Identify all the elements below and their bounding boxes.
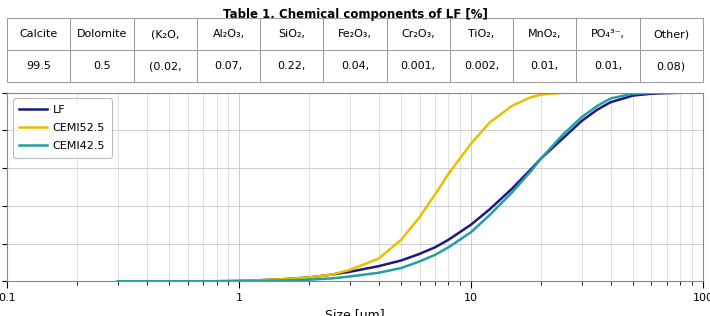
CEMI52.5 xyxy=(676,91,684,95)
CEMI42.5 xyxy=(444,246,453,249)
LF xyxy=(676,91,684,95)
CEMI52.5 xyxy=(466,142,475,146)
Line: CEMI42.5: CEMI42.5 xyxy=(118,93,703,281)
LF xyxy=(165,279,173,283)
CEMI42.5 xyxy=(526,170,535,174)
LF xyxy=(537,157,545,161)
LF xyxy=(431,246,439,249)
CEMI42.5 xyxy=(662,91,671,95)
CEMI52.5 xyxy=(415,215,424,219)
CEMI42.5 xyxy=(212,279,221,283)
CEMI42.5 xyxy=(305,278,313,282)
CEMI42.5 xyxy=(346,275,354,278)
CEMI52.5 xyxy=(327,273,336,276)
CEMI52.5 xyxy=(593,91,601,95)
CEMI42.5 xyxy=(466,230,475,234)
CEMI42.5 xyxy=(606,96,615,100)
CEMI52.5 xyxy=(508,104,516,108)
LF xyxy=(688,91,697,95)
LF xyxy=(275,277,284,281)
CEMI52.5 xyxy=(559,91,567,95)
CEMI42.5 xyxy=(593,104,601,108)
LF xyxy=(699,91,707,95)
CEMI52.5 xyxy=(275,277,284,281)
Line: LF: LF xyxy=(118,93,703,281)
CEMI52.5 xyxy=(537,93,545,96)
CEMI52.5 xyxy=(699,91,707,95)
CEMI52.5 xyxy=(485,121,493,125)
LF xyxy=(327,273,336,276)
CEMI52.5 xyxy=(648,91,656,95)
CEMI52.5 xyxy=(397,238,405,242)
LF xyxy=(415,252,424,256)
LF xyxy=(559,136,567,140)
CEMI52.5 xyxy=(165,279,173,283)
CEMI52.5 xyxy=(346,268,354,272)
Line: CEMI52.5: CEMI52.5 xyxy=(118,93,703,281)
CEMI52.5 xyxy=(629,91,638,95)
CEMI52.5 xyxy=(374,257,383,260)
LF xyxy=(508,187,516,191)
CEMI52.5 xyxy=(526,95,535,99)
CEMI42.5 xyxy=(648,91,656,95)
Legend: LF, CEMI52.5, CEMI42.5: LF, CEMI52.5, CEMI42.5 xyxy=(13,98,111,158)
CEMI42.5 xyxy=(253,279,262,283)
LF xyxy=(593,108,601,112)
Text: Table 1. Chemical components of LF [%]: Table 1. Chemical components of LF [%] xyxy=(222,8,488,21)
CEMI42.5 xyxy=(275,279,284,283)
CEMI42.5 xyxy=(676,91,684,95)
CEMI52.5 xyxy=(431,193,439,197)
CEMI42.5 xyxy=(699,91,707,95)
LF xyxy=(526,168,535,172)
CEMI42.5 xyxy=(431,253,439,257)
LF xyxy=(485,208,493,211)
CEMI52.5 xyxy=(253,278,262,282)
LF xyxy=(212,279,221,283)
CEMI42.5 xyxy=(327,276,336,280)
CEMI52.5 xyxy=(212,279,221,283)
LF xyxy=(114,279,122,283)
CEMI52.5 xyxy=(305,276,313,279)
CEMI42.5 xyxy=(537,157,545,161)
CEMI52.5 xyxy=(688,91,697,95)
LF xyxy=(466,223,475,227)
LF xyxy=(253,278,262,282)
CEMI42.5 xyxy=(415,259,424,263)
CEMI42.5 xyxy=(397,266,405,270)
LF xyxy=(662,91,671,95)
CEMI42.5 xyxy=(114,279,122,283)
CEMI42.5 xyxy=(688,91,697,95)
CEMI52.5 xyxy=(235,279,244,283)
X-axis label: Size [μm]: Size [μm] xyxy=(325,309,385,316)
CEMI52.5 xyxy=(606,91,615,95)
LF xyxy=(648,92,656,96)
LF xyxy=(346,270,354,274)
CEMI42.5 xyxy=(577,115,586,119)
LF xyxy=(305,276,313,279)
CEMI52.5 xyxy=(662,91,671,95)
LF xyxy=(235,279,244,283)
LF xyxy=(397,258,405,262)
LF xyxy=(444,238,453,242)
CEMI42.5 xyxy=(165,279,173,283)
LF xyxy=(374,264,383,268)
CEMI52.5 xyxy=(444,172,453,176)
LF xyxy=(577,119,586,123)
CEMI42.5 xyxy=(559,132,567,136)
CEMI42.5 xyxy=(629,92,638,96)
CEMI42.5 xyxy=(508,191,516,195)
LF xyxy=(629,94,638,97)
LF xyxy=(606,100,615,104)
CEMI52.5 xyxy=(114,279,122,283)
CEMI42.5 xyxy=(235,279,244,283)
CEMI42.5 xyxy=(374,271,383,275)
CEMI42.5 xyxy=(485,213,493,217)
CEMI52.5 xyxy=(577,91,586,95)
